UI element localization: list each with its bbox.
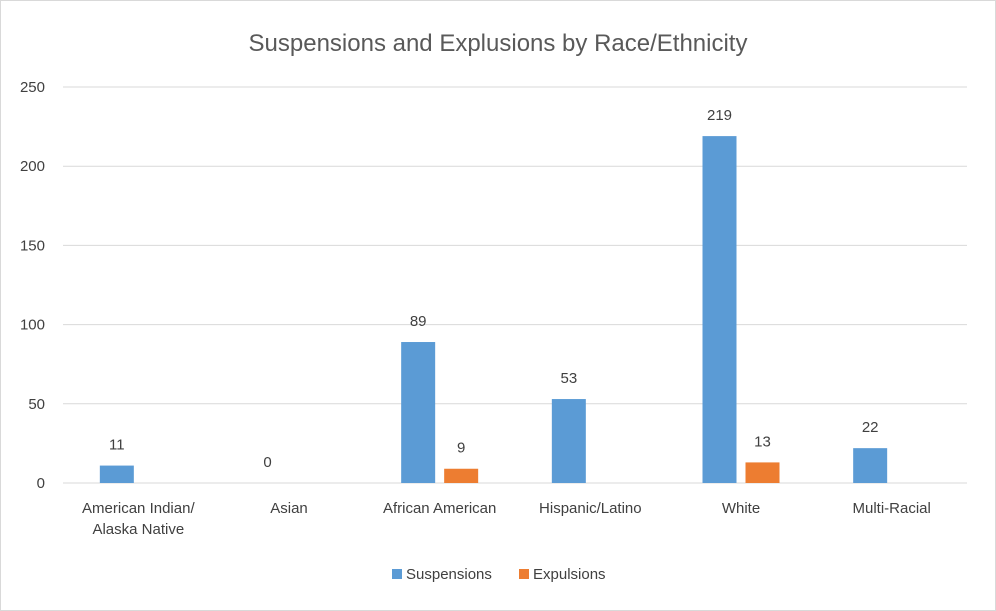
category-label: Multi-Racial (852, 500, 930, 517)
data-labels: 11 0 89 9 53 219 13 22 (109, 107, 878, 471)
bar-expulsions (444, 468, 479, 483)
data-label: 22 (862, 419, 879, 436)
bar-suspensions (853, 448, 888, 483)
chart-title: Suspensions and Explusions by Race/Ethni… (249, 30, 748, 57)
bars (99, 136, 888, 483)
y-tick-label: 250 (20, 79, 45, 96)
x-axis-categories: American Indian/Alaska Native Asian Africa… (82, 500, 931, 538)
bar-suspensions (702, 136, 737, 483)
data-label: 9 (457, 440, 465, 457)
bar-expulsions (745, 462, 780, 483)
legend-label-suspensions: Suspensions (406, 566, 492, 583)
data-label: 13 (754, 433, 771, 450)
y-tick-label: 50 (28, 396, 45, 413)
y-tick-label: 100 (20, 317, 45, 334)
category-label: Asian (270, 500, 308, 517)
bar-suspensions (551, 399, 586, 483)
gridlines (63, 86, 967, 484)
y-tick-label: 150 (20, 237, 45, 254)
legend-label-expulsions: Expulsions (533, 566, 606, 583)
category-label: Alaska Native (92, 521, 184, 538)
data-label: 219 (707, 107, 732, 124)
data-label: 89 (410, 313, 427, 330)
legend-swatch-suspensions (392, 569, 402, 579)
data-label: 0 (263, 454, 271, 471)
category-label: White (722, 500, 760, 517)
y-tick-label: 0 (37, 475, 45, 492)
data-label: 53 (560, 370, 577, 387)
category-label: American Indian/ (82, 500, 195, 517)
data-label: 11 (109, 437, 125, 454)
y-axis-ticks: 0 50 100 150 200 250 (20, 79, 45, 492)
legend-swatch-expulsions (519, 569, 529, 579)
bar-suspensions (401, 342, 436, 483)
y-tick-label: 200 (20, 158, 45, 175)
category-label: Hispanic/Latino (539, 500, 642, 517)
category-label: African American (383, 500, 496, 517)
bar-suspensions (99, 465, 134, 483)
legend: Suspensions Expulsions (392, 566, 606, 583)
